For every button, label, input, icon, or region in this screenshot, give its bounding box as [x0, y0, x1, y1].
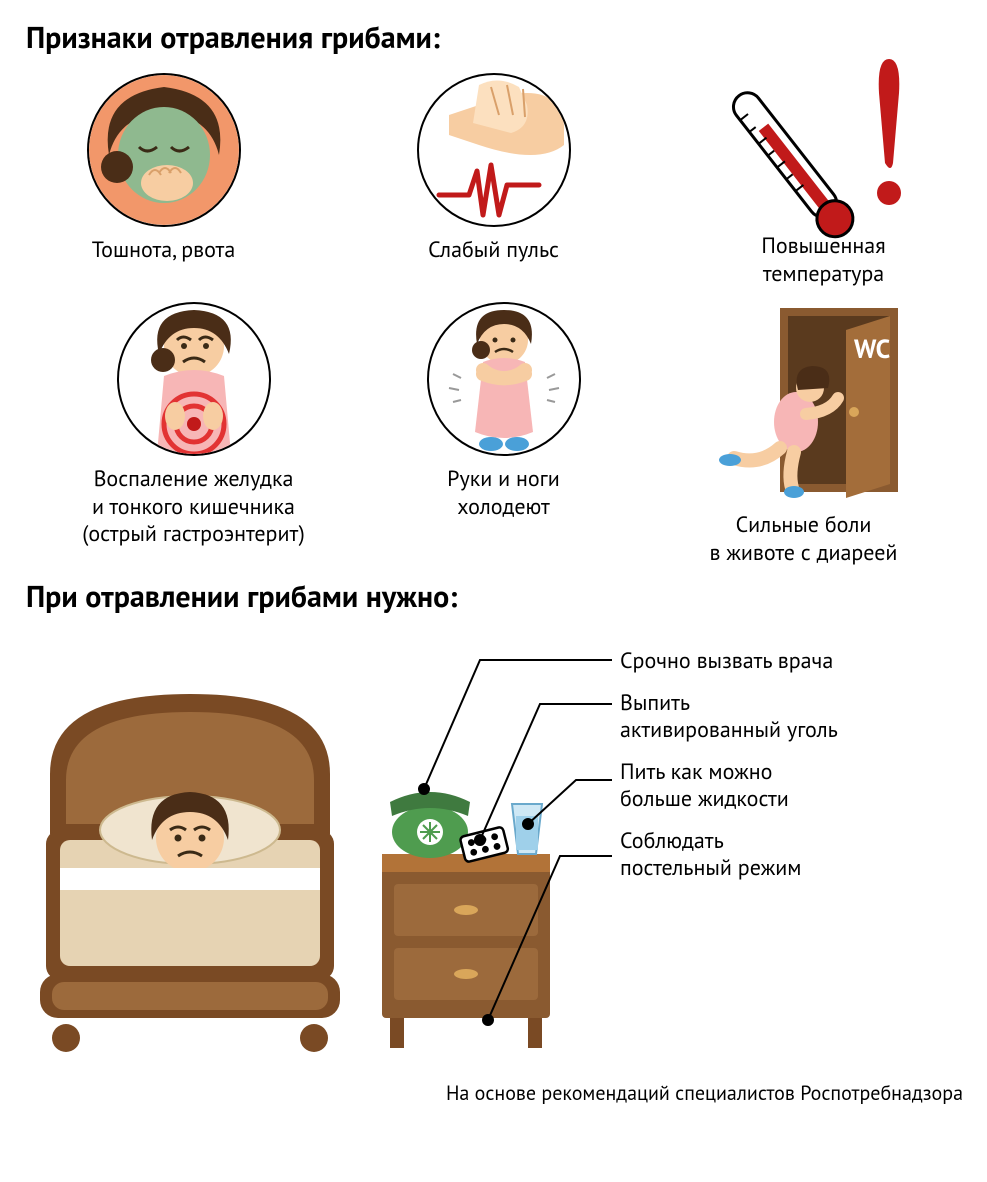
cold-label: Руки и ногихолодеют [447, 466, 560, 521]
wc-label: Сильные болив животе с диареей [710, 512, 898, 567]
gastro-label: Воспаление желудкаи тонкого кишечника(ос… [82, 466, 305, 549]
symptom-cold: Руки и ногихолодеют [394, 302, 614, 567]
pulse-icon [417, 73, 571, 227]
nightstand-icon [382, 854, 550, 1048]
pulse-label: Слабый пульс [428, 237, 559, 265]
action-charcoal: Выпитьактивированный уголь [620, 690, 838, 745]
glass-icon [512, 804, 542, 854]
symptoms-row-2: Воспаление желудкаи тонкого кишечника(ос… [0, 288, 987, 567]
symptom-gastro: Воспаление желудкаи тонкого кишечника(ос… [54, 302, 334, 567]
title-actions: При отравлении грибами нужно: [0, 567, 987, 624]
symptoms-row-1: Тошнота, рвота Слабый пульс [0, 67, 987, 288]
footer-source: На основе рекомендаций специалистов Росп… [446, 1080, 963, 1106]
symptom-fever: Повышеннаятемпература [694, 73, 954, 288]
action-drink: Пить как можнобольше жидкости [620, 759, 838, 814]
symptom-nausea: Тошнота, рвота [34, 73, 294, 288]
actions-section: Срочно вызвать врача Выпитьактивированны… [0, 624, 987, 1124]
symptom-pulse: Слабый пульс [364, 73, 624, 288]
phone-icon [390, 792, 470, 858]
wc-door-icon: WC [694, 302, 914, 502]
thermometer-icon [749, 73, 899, 223]
cold-hands-icon [427, 302, 581, 456]
wc-text: WC [854, 333, 890, 366]
action-bed: Соблюдатьпостельный режим [620, 828, 838, 883]
bed-scene-icon [30, 654, 590, 1079]
action-doctor: Срочно вызвать врача [620, 648, 838, 676]
symptom-wc: WC Сильные болив животе с д [674, 302, 934, 567]
stomach-pain-icon [117, 302, 271, 456]
nausea-label: Тошнота, рвота [92, 237, 235, 265]
nausea-icon [87, 73, 241, 227]
actions-labels: Срочно вызвать врача Выпитьактивированны… [620, 648, 838, 897]
